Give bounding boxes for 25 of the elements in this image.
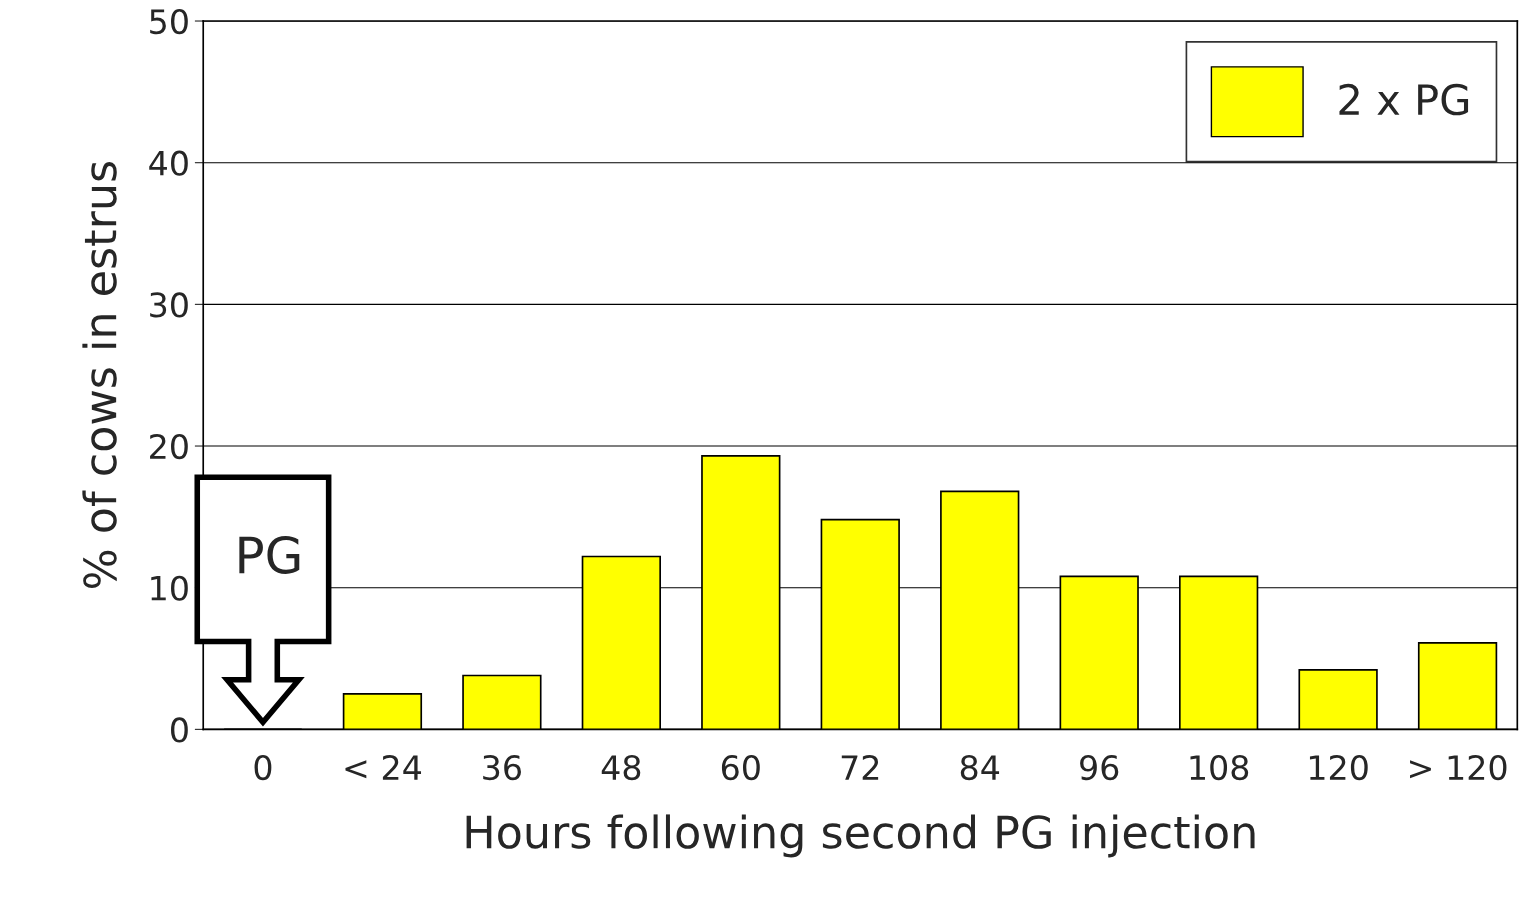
x-axis-title: Hours following second PG injection [466, 814, 1255, 858]
bar [462, 674, 542, 730]
x-tick-label: < 24 [345, 754, 422, 780]
annotation: PG [239, 536, 300, 574]
x-tick-label: 120 [1309, 754, 1368, 781]
legend-label: 2 x PG [1339, 83, 1469, 116]
x-tick-label: 108 [1190, 754, 1249, 781]
y-axis-title: % of cows in estrus [82, 161, 117, 589]
x-tick-label: 96 [1080, 754, 1119, 781]
x-tick-label: 60 [721, 754, 760, 781]
x-tick-label: 72 [841, 754, 879, 780]
x-tick-label: > 120 [1410, 754, 1507, 781]
x-tick-label: 48 [601, 754, 641, 781]
y-tick-label: 20 [150, 433, 188, 460]
y-tick-label: 30 [150, 292, 188, 318]
x-tick-label: 0 [254, 754, 272, 781]
x-tick-label: 36 [483, 754, 521, 781]
x-tick-label: 84 [960, 754, 1000, 781]
bar [1298, 669, 1378, 730]
bar [342, 693, 423, 730]
y-tick-label: 10 [151, 575, 188, 601]
y-tick-label: 50 [150, 8, 188, 35]
y-tick-label: 0 [171, 717, 188, 743]
bar [1417, 642, 1498, 730]
y-tick-label: 40 [149, 150, 188, 176]
